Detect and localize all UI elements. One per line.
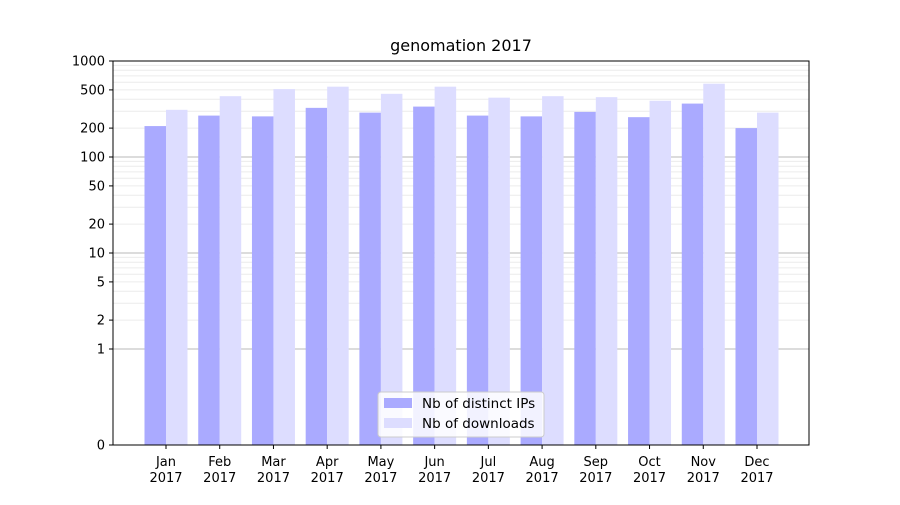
y-tick-label: 2	[97, 314, 105, 329]
x-tick-label-year: 2017	[472, 471, 505, 486]
bar-distinct-ips	[305, 107, 328, 446]
bar-downloads	[488, 97, 510, 445]
y-tick-label: 100	[80, 151, 105, 166]
bar-downloads	[166, 109, 188, 445]
x-tick-label-year: 2017	[687, 471, 720, 486]
bar-downloads	[703, 83, 725, 446]
x-tick-label-month: Mar	[261, 455, 286, 470]
bar-downloads	[219, 96, 242, 446]
y-tick-label: 10	[88, 247, 105, 262]
legend: Nb of distinct IPs Nb of downloads	[377, 391, 545, 438]
bar-downloads	[380, 93, 403, 445]
x-tick-label-month: Oct	[638, 455, 660, 470]
x-tick-label-month: Apr	[316, 455, 339, 470]
bar-distinct-ips	[198, 115, 220, 445]
legend-swatch	[384, 398, 412, 408]
bar-downloads	[434, 86, 457, 446]
bar-distinct-ips	[144, 126, 166, 445]
x-tick-label-month: May	[367, 455, 394, 470]
bar-downloads	[273, 89, 295, 445]
x-axis: Jan2017Feb2017Mar2017Apr2017May2017Jun20…	[149, 445, 774, 486]
y-axis: 0 1 2 5 10 20 50 100 200 500 1000	[72, 55, 113, 454]
chart-title: genomation 2017	[390, 36, 532, 55]
legend-label: Nb of downloads	[422, 416, 535, 432]
x-tick-label-month: Aug	[529, 455, 554, 470]
bar-distinct-ips	[574, 111, 596, 445]
x-tick-label-month: Dec	[744, 455, 769, 470]
x-tick-label-month: Jul	[480, 455, 497, 470]
bar-downloads	[649, 100, 672, 445]
bar-distinct-ips	[735, 128, 757, 445]
y-tick-label: 50	[88, 179, 105, 194]
bar-distinct-ips	[520, 116, 543, 445]
y-tick-label: 0	[97, 439, 105, 454]
legend-swatch	[384, 418, 412, 428]
bar-distinct-ips	[681, 103, 704, 445]
x-tick-label-year: 2017	[740, 471, 773, 486]
bars	[144, 83, 779, 446]
y-tick-label: 1000	[72, 55, 105, 70]
x-tick-label-year: 2017	[418, 471, 451, 486]
x-tick-label-year: 2017	[633, 471, 666, 486]
bar-downloads	[542, 96, 564, 446]
x-tick-label-year: 2017	[364, 471, 397, 486]
bar-distinct-ips	[466, 115, 489, 445]
legend-label: Nb of distinct IPs	[422, 396, 535, 412]
x-tick-label-month: Nov	[691, 455, 717, 470]
bar-distinct-ips	[628, 117, 650, 445]
x-tick-label-year: 2017	[311, 471, 344, 486]
bar-distinct-ips	[251, 116, 274, 445]
x-tick-label-year: 2017	[149, 471, 182, 486]
bar-downloads	[327, 86, 349, 446]
legend-box	[377, 391, 545, 438]
y-tick-label: 20	[88, 218, 105, 233]
bar-distinct-ips	[413, 106, 435, 445]
bar-downloads	[595, 97, 618, 446]
x-tick-label-year: 2017	[526, 471, 559, 486]
x-tick-label-month: Feb	[208, 455, 231, 470]
x-tick-label-year: 2017	[203, 471, 236, 486]
y-tick-label: 1	[97, 343, 105, 358]
x-tick-label-year: 2017	[579, 471, 612, 486]
bar-distinct-ips	[359, 112, 381, 445]
bar-downloads	[757, 112, 779, 445]
x-tick-label-month: Jan	[155, 455, 176, 470]
y-tick-label: 200	[80, 122, 105, 137]
x-tick-label-year: 2017	[257, 471, 290, 486]
y-tick-label: 5	[97, 275, 105, 290]
y-tick-label: 500	[80, 83, 105, 98]
x-tick-label-month: Jun	[423, 455, 444, 470]
x-tick-label-month: Sep	[584, 455, 609, 470]
